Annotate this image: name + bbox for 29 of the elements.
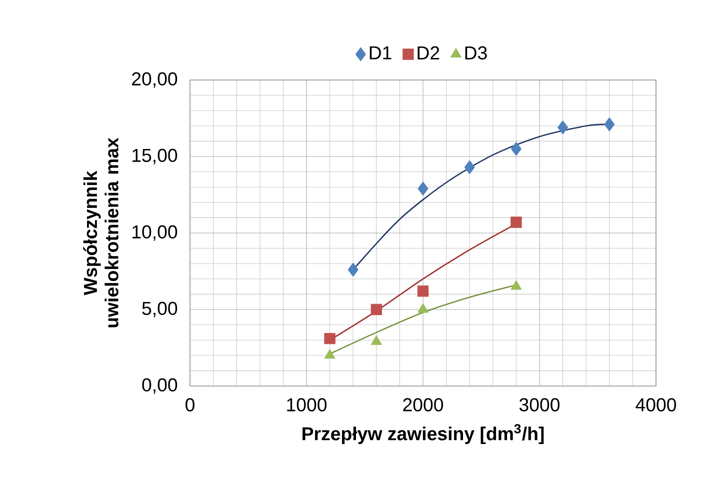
point [510, 142, 522, 156]
point [510, 216, 522, 228]
point [370, 304, 382, 316]
x-axis-title: Przepływ zawiesiny [dm$^{3}$/h] [302, 424, 544, 444]
x-tick-label: 2000 [403, 398, 444, 412]
point [558, 120, 568, 134]
legend-label: D1 [370, 46, 392, 60]
y-tick-label: 10,00 [132, 225, 178, 241]
y-tick-label: 0,00 [142, 378, 178, 394]
point [417, 286, 429, 297]
x-tick-label: 3000 [519, 398, 560, 412]
y-tick-label: 15,00 [132, 148, 178, 164]
y-tick-label: 20,00 [132, 72, 178, 88]
point [348, 262, 358, 277]
point [324, 349, 336, 359]
point [324, 332, 336, 344]
point [418, 303, 428, 313]
point [604, 117, 615, 132]
legend-label: D2 [418, 46, 440, 60]
x-tick-label: 1000 [287, 398, 327, 412]
point [418, 182, 428, 196]
point [370, 335, 382, 345]
x-tick-label: 0 [186, 398, 194, 412]
y-tick-label: 5,00 [142, 302, 178, 318]
x-tick-label: 4000 [636, 398, 676, 412]
point [510, 280, 522, 290]
y-axis-title: Współczynnik uwielokrotnienia max [83, 138, 118, 328]
point [464, 160, 475, 174]
legend-label: D3 [465, 46, 487, 60]
